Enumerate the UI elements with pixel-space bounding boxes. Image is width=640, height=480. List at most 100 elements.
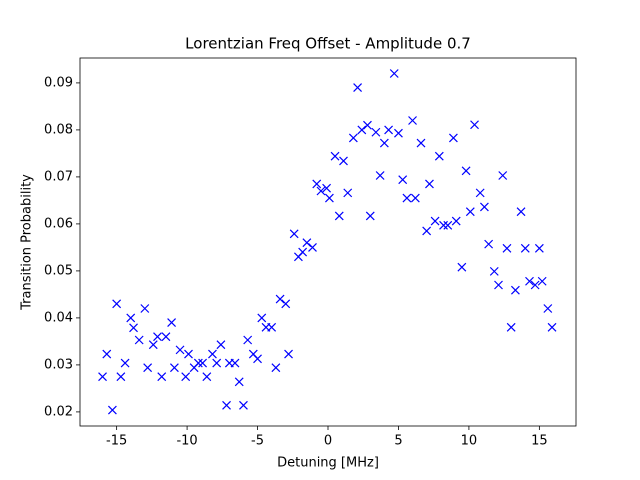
point bbox=[534, 243, 544, 253]
point bbox=[502, 243, 512, 253]
point bbox=[148, 340, 158, 350]
point bbox=[169, 363, 179, 373]
point bbox=[389, 69, 399, 78]
point bbox=[175, 345, 185, 355]
point bbox=[275, 294, 285, 304]
chart-title: Lorentzian Freq Offset - Amplitude 0.7 bbox=[185, 35, 471, 53]
point bbox=[184, 349, 193, 359]
point bbox=[371, 127, 381, 137]
point bbox=[494, 280, 503, 290]
point bbox=[202, 372, 212, 382]
point bbox=[498, 171, 508, 180]
point bbox=[506, 322, 516, 332]
point bbox=[530, 280, 540, 290]
point bbox=[330, 151, 340, 161]
point bbox=[267, 322, 277, 332]
point bbox=[153, 332, 162, 342]
point bbox=[416, 138, 426, 148]
point bbox=[470, 120, 479, 130]
point bbox=[112, 299, 122, 309]
point bbox=[234, 377, 244, 387]
x-tick-label: -10 bbox=[176, 434, 197, 449]
point bbox=[543, 304, 553, 313]
point bbox=[253, 354, 262, 364]
point bbox=[167, 318, 177, 328]
point bbox=[281, 299, 291, 309]
point bbox=[489, 266, 499, 276]
point bbox=[375, 171, 385, 180]
point bbox=[239, 400, 248, 410]
point bbox=[408, 116, 417, 125]
point bbox=[243, 335, 253, 345]
point bbox=[126, 313, 136, 323]
x-tick-label: 0 bbox=[324, 434, 332, 449]
point bbox=[475, 188, 485, 198]
point bbox=[116, 372, 126, 382]
point bbox=[510, 285, 520, 295]
point bbox=[157, 372, 167, 382]
point bbox=[322, 183, 332, 193]
point bbox=[193, 358, 203, 368]
plot-frame bbox=[79, 57, 577, 427]
x-tick-label: -5 bbox=[251, 434, 264, 449]
x-tick-label: 5 bbox=[394, 434, 402, 449]
point bbox=[289, 229, 299, 239]
point bbox=[465, 207, 475, 217]
point bbox=[129, 323, 138, 333]
point bbox=[422, 226, 432, 236]
x-tick-label: 15 bbox=[531, 434, 548, 449]
point bbox=[324, 193, 334, 203]
point bbox=[353, 83, 363, 93]
point bbox=[284, 349, 293, 359]
y-axis-label: Transition Probability bbox=[20, 174, 35, 311]
point bbox=[430, 216, 440, 226]
point bbox=[208, 349, 217, 359]
point bbox=[257, 313, 267, 323]
y-tick-label: 0.06 bbox=[44, 216, 73, 231]
point bbox=[547, 322, 557, 332]
point bbox=[443, 220, 453, 230]
point bbox=[348, 133, 358, 143]
point bbox=[134, 335, 144, 345]
point bbox=[520, 243, 530, 253]
point bbox=[451, 216, 461, 226]
point bbox=[271, 363, 281, 373]
point bbox=[216, 340, 226, 350]
point bbox=[107, 405, 117, 415]
point bbox=[143, 363, 153, 373]
point bbox=[198, 358, 208, 368]
point bbox=[448, 133, 458, 143]
point bbox=[302, 238, 312, 248]
y-tick-label: 0.03 bbox=[44, 357, 73, 372]
y-tick-label: 0.09 bbox=[44, 75, 73, 90]
point bbox=[98, 372, 107, 382]
point bbox=[339, 156, 348, 166]
point bbox=[439, 220, 448, 230]
y-tick-label: 0.02 bbox=[44, 404, 73, 419]
point bbox=[525, 276, 534, 286]
point bbox=[230, 358, 240, 368]
point bbox=[343, 188, 353, 198]
point bbox=[363, 120, 372, 130]
point bbox=[410, 193, 420, 203]
point bbox=[334, 211, 344, 221]
point bbox=[212, 358, 222, 368]
x-axis-label: Detuning [MHz] bbox=[277, 456, 379, 471]
point bbox=[461, 166, 471, 176]
point bbox=[365, 211, 375, 221]
point bbox=[140, 304, 150, 313]
point bbox=[308, 242, 317, 252]
point bbox=[516, 207, 526, 217]
point bbox=[357, 125, 367, 135]
y-tick-label: 0.07 bbox=[44, 169, 73, 184]
point bbox=[394, 128, 403, 138]
point bbox=[425, 179, 434, 189]
point bbox=[402, 193, 412, 203]
point bbox=[102, 349, 112, 359]
x-tick-label: 10 bbox=[461, 434, 478, 449]
y-tick-label: 0.08 bbox=[44, 122, 73, 137]
point bbox=[316, 186, 326, 196]
y-tick-label: 0.05 bbox=[44, 263, 73, 278]
